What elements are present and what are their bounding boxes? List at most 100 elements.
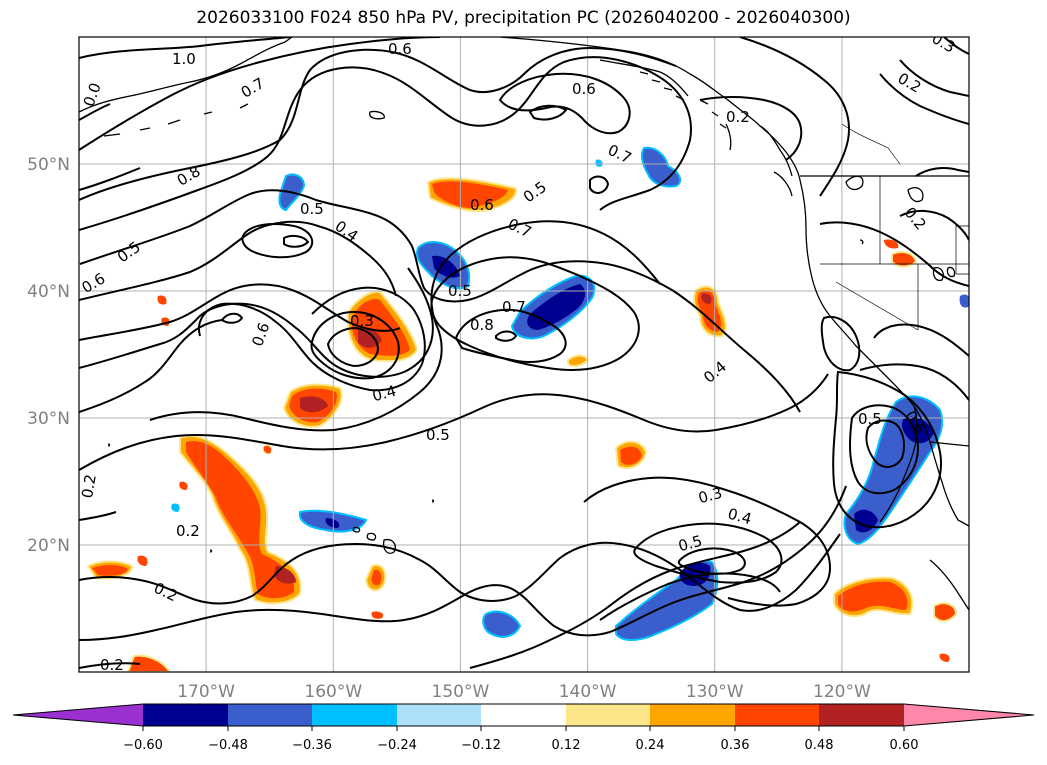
pv-contour (819, 221, 969, 287)
colorbar-tick-label: 0.24 (636, 738, 665, 753)
colorbar-tick-label: −0.12 (461, 738, 501, 753)
state-border (955, 225, 969, 275)
colorbar-segment (481, 704, 566, 726)
pv-contour (241, 223, 314, 259)
island-vancouver (773, 171, 793, 197)
coastline-west-us (799, 179, 969, 527)
lake-outline (932, 266, 944, 282)
pv-contour (915, 167, 969, 177)
island-small (431, 499, 435, 503)
pv-contour (528, 104, 568, 121)
longitude-labels: 170°W 160°W 150°W 140°W 130°W 120°W (177, 682, 871, 702)
contour-label: 0.2 (78, 473, 100, 500)
contour-label: 0.3 (350, 312, 374, 330)
pv-contour (633, 522, 783, 584)
precip-cell (262, 445, 273, 455)
colorbar-segment (312, 704, 397, 726)
island-small (845, 175, 864, 191)
state-border (835, 281, 919, 331)
precip-cell (902, 416, 934, 444)
colorbar-tick-label: 0.48 (805, 738, 834, 753)
pv-contour (79, 511, 117, 521)
colorbar: −0.60 −0.48 −0.36 −0.24 −0.12 0.12 0.24 … (12, 703, 1035, 753)
colorbar-segment (819, 704, 904, 726)
pv-contour (899, 59, 969, 97)
contour-label: 0.5 (300, 200, 324, 218)
contour-label: 0.6 (572, 80, 596, 98)
pv-contour (589, 175, 610, 194)
precip-cell (179, 481, 188, 490)
pv-contour (873, 323, 969, 357)
colorbar-segment (397, 704, 481, 726)
contour-label: 0.6 (470, 196, 494, 214)
island-aleutian-1 (103, 103, 249, 137)
pv-contour (495, 330, 518, 342)
pv-contours (79, 37, 969, 669)
contour-label: 0.5 (676, 532, 704, 556)
colorbar-tick-labels: −0.60 −0.48 −0.36 −0.24 −0.12 0.12 0.24 … (123, 738, 918, 753)
contour-label: 0.5 (426, 426, 450, 444)
colorbar-tick-label: −0.24 (377, 738, 417, 753)
pv-contour (79, 37, 441, 151)
lat-tick-label: 30°N (27, 409, 70, 429)
precip-cell (432, 255, 460, 278)
contour-label: 0.7 (502, 298, 526, 316)
precip-cell (186, 440, 295, 599)
pv-contour (583, 476, 832, 607)
lat-tick-label: 20°N (27, 536, 70, 556)
island-small (369, 110, 385, 120)
pv-contour (79, 46, 677, 201)
pv-contour (859, 363, 969, 401)
lon-tick-label: 140°W (559, 682, 617, 702)
pv-contour (326, 326, 380, 368)
pv-contour (79, 533, 841, 612)
colorbar-segment (143, 704, 228, 726)
island-hawaii-2 (366, 532, 377, 541)
coastline-mexico (929, 559, 969, 611)
precip-cell (959, 294, 969, 308)
precip-cell (838, 581, 908, 612)
border-us-mexico (929, 441, 969, 447)
colorbar-tick-label: 0.36 (721, 738, 750, 753)
pv-contour (498, 72, 631, 135)
pv-contour (739, 37, 850, 197)
precip-cell (939, 653, 950, 662)
pv-contour (283, 234, 310, 248)
colorbar-tick-label: −0.48 (208, 738, 248, 753)
island-hawaii-3 (352, 526, 361, 533)
lat-tick-label: 50°N (27, 155, 70, 175)
precip-cell (137, 555, 148, 566)
precip-cell (595, 159, 603, 167)
positive-precip-cells (86, 177, 958, 672)
island-small (209, 549, 213, 553)
precip-cell (933, 602, 958, 622)
map-background (79, 37, 969, 672)
pv-contour (677, 547, 746, 575)
lon-tick-label: 120°W (813, 682, 871, 702)
colorbar-tick-label: −0.36 (292, 738, 332, 753)
pv-contour (849, 404, 920, 495)
contour-label: 0.8 (470, 316, 494, 334)
pv-contour (79, 167, 141, 191)
lake-outline (946, 266, 956, 278)
island-qc (725, 123, 732, 151)
island-aleutian-3 (639, 71, 685, 101)
pv-contour (310, 310, 400, 380)
lat-tick-label: 40°N (27, 282, 70, 302)
pv-contour (79, 319, 223, 413)
colorbar-ticks (142, 726, 905, 731)
state-border (841, 123, 901, 165)
pv-contour (79, 283, 401, 341)
map-frame (78, 36, 970, 673)
contour-label: 0.2 (100, 656, 124, 674)
island-small (107, 443, 111, 447)
precip-cell (157, 295, 167, 305)
colorbar-segment (735, 704, 819, 726)
pv-contour (79, 267, 434, 378)
lon-tick-label: 150°W (432, 682, 490, 702)
precip-cell (300, 396, 328, 413)
precip-cell (884, 239, 899, 249)
pv-contour (430, 256, 640, 371)
colorbar-tick-label: 0.12 (552, 738, 581, 753)
